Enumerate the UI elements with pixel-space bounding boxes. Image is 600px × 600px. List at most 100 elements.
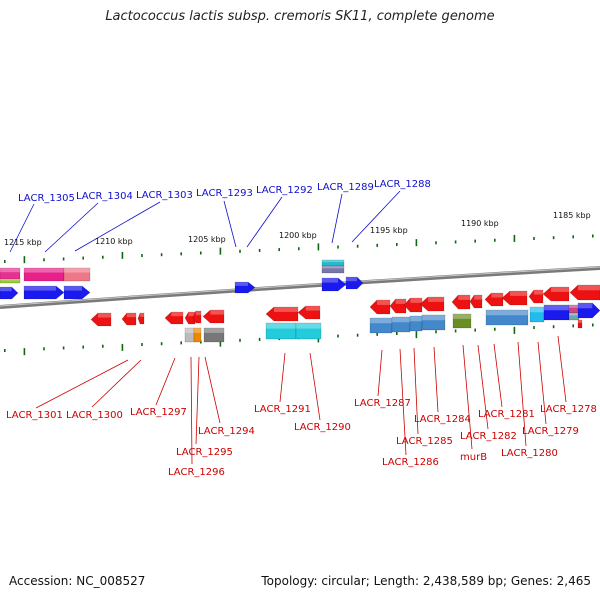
tick-mark (552, 236, 555, 240)
tick-mark (141, 343, 143, 347)
ruler-label: 1190 kbp (461, 219, 499, 228)
forward-gene-arrow-shine (0, 287, 12, 292)
ruler-label: 1205 kbp (188, 235, 226, 244)
reverse-gene-arrow (569, 284, 600, 301)
feature-box (203, 327, 225, 343)
tick-mark (121, 343, 124, 351)
tick-mark (317, 243, 320, 251)
feature-box (577, 319, 583, 329)
accession-text: Accession: NC_008527 (9, 574, 146, 588)
reverse-gene-arrow (451, 294, 471, 310)
reverse-gene-arrow-shine (188, 312, 195, 317)
tick-mark (376, 332, 378, 336)
label-leader (331, 193, 343, 244)
tick-mark (337, 334, 339, 338)
tick-mark (180, 341, 182, 345)
tick-mark (376, 243, 378, 247)
feature-box (0, 278, 21, 284)
feature-box (63, 267, 91, 282)
tick-mark (552, 325, 555, 329)
forward-gene-arrow-shine (64, 286, 82, 291)
feature-box-shine (64, 268, 90, 273)
label-leader (246, 196, 283, 248)
ruler-label: 1210 kbp (95, 237, 133, 246)
tick-mark (219, 339, 222, 347)
tick-mark (23, 256, 26, 264)
reverse-gene-arrow-shine (98, 313, 111, 318)
label-leader (74, 201, 161, 252)
tick-mark (82, 256, 84, 260)
forward-gene-arrow-shine (346, 277, 358, 282)
tick-mark (435, 330, 437, 334)
gene-label-forward: LACR_1304 (76, 191, 133, 202)
reverse-gene-arrow (297, 305, 321, 320)
tick-mark (4, 349, 6, 352)
gene-label-reverse: LACR_1285 (396, 436, 453, 447)
reverse-gene-arrow (389, 298, 407, 314)
tick-mark (415, 239, 418, 247)
gene-label-reverse: LACR_1287 (354, 398, 411, 409)
gene-label-forward: LACR_1293 (196, 188, 253, 199)
tick-mark (533, 237, 535, 241)
tick-mark (62, 257, 65, 261)
tick-mark (396, 332, 398, 335)
feature-box (485, 309, 529, 326)
gene-label-forward: LACR_1288 (374, 179, 431, 190)
tick-mark (356, 333, 359, 337)
forward-gene-arrow-shine (24, 286, 56, 291)
reverse-gene-arrow (202, 309, 225, 324)
tick-mark (474, 239, 476, 243)
tick-mark (121, 251, 124, 259)
forward-gene-arrow (0, 286, 19, 300)
feature-box (421, 314, 446, 331)
reverse-gene-arrow-shine (428, 297, 444, 302)
reverse-gene-arrow (469, 294, 483, 309)
tick-mark (356, 244, 359, 248)
reverse-gene-arrow (192, 310, 202, 324)
reverse-gene-arrow-shine (510, 291, 527, 296)
reverse-gene-arrow-shine (491, 293, 503, 298)
tick-mark (43, 347, 45, 351)
label-leader (35, 359, 129, 409)
reverse-gene-arrow (265, 306, 299, 322)
tick-mark (62, 346, 65, 350)
gene-labels: 1215 kbp 1210 kbp 1205 kbp 1200 kbp 1195 kbp… (4, 179, 597, 478)
label-leader (204, 356, 221, 424)
feature-box-shine (453, 314, 471, 319)
tick-mark (513, 326, 516, 334)
reverse-gene-arrow-shine (195, 311, 201, 316)
ruler-label: 1195 kbp (370, 226, 408, 235)
reverse-gene-arrow-shine (140, 313, 144, 317)
tick-mark (4, 260, 6, 263)
label-leader (377, 349, 383, 397)
ruler-label: 1185 kbp (553, 211, 591, 220)
forward-gene-arrow (234, 281, 256, 294)
map-title: Lactococcus lactis subsp. cremoris SK11,… (105, 9, 495, 24)
feature-box-shine (266, 323, 296, 329)
gene-label-reverse: LACR_1282 (460, 431, 517, 442)
tick-mark (592, 323, 594, 327)
feature-box-shine (0, 268, 20, 273)
genome-backbone-highlight (0, 266, 600, 307)
tick-mark (160, 253, 163, 257)
reverse-gene-arrow-shine (210, 310, 224, 315)
feature-box (193, 327, 202, 343)
tick-mark (474, 328, 476, 332)
forward-gene-arrow-shine (578, 303, 593, 309)
gene-label-reverse: LACR_1296 (168, 467, 225, 478)
label-leader (493, 343, 503, 408)
tick-mark (239, 249, 241, 253)
label-leader (195, 356, 200, 445)
forward-gene-arrow (345, 276, 364, 290)
forward-gene-arrow (321, 277, 347, 292)
gene-label-reverse: murB (460, 452, 487, 463)
reverse-gene-arrow (484, 292, 504, 307)
feature-box (321, 265, 345, 274)
reverse-gene-arrow-shine (474, 295, 482, 300)
tick-mark (533, 326, 535, 330)
reverse-gene-arrow-shine (305, 306, 320, 311)
tick-mark (43, 258, 45, 262)
tick-mark (513, 234, 516, 242)
gene-label-forward: LACR_1305 (18, 193, 75, 204)
